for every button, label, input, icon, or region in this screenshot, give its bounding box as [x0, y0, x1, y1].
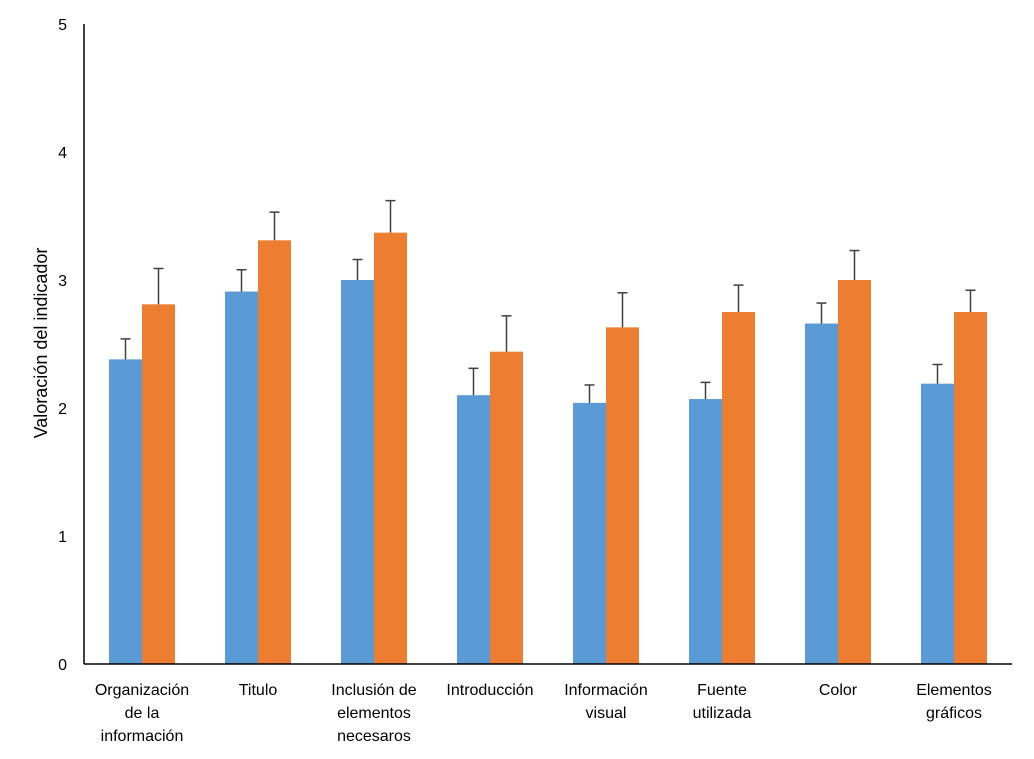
x-category-label-line: Fuente	[697, 682, 747, 699]
x-category-label: Elementos gráficos	[916, 682, 992, 722]
x-category-label: Información visual	[564, 682, 648, 722]
bar	[805, 323, 838, 664]
bar	[109, 359, 142, 664]
x-category-label-line: utilizada	[693, 705, 752, 722]
x-category-label-line: necesaros	[337, 728, 411, 745]
x-category-label-line: Organización	[95, 682, 189, 699]
bar	[374, 232, 407, 664]
x-category-label-line: información	[101, 728, 184, 745]
y-axis-label: Valoración del indicador	[31, 248, 51, 439]
bar	[722, 312, 755, 664]
x-category-label-line: de la	[125, 705, 160, 722]
bar	[921, 383, 954, 664]
x-category-label-line: gráficos	[926, 705, 982, 722]
bar	[838, 280, 871, 664]
y-tick-label: 4	[58, 145, 67, 162]
bar	[258, 240, 291, 664]
bar	[490, 351, 523, 664]
bar	[954, 312, 987, 664]
bar	[573, 402, 606, 664]
x-axis-labels: Organización de la información Titulo Inclus…	[95, 682, 992, 745]
x-category-label: Fuente utilizada	[693, 682, 752, 722]
y-tick-label: 1	[58, 529, 67, 546]
bar	[689, 399, 722, 664]
x-category-label: Introducción	[446, 682, 533, 699]
y-axis-ticks: 0 1 2 3 4 5	[58, 17, 67, 674]
x-category-label-line: Elementos	[916, 682, 992, 699]
x-category-label: Organización de la información	[95, 682, 189, 745]
plot-area	[109, 199, 987, 664]
x-category-label: Inclusión de elementos necesaros	[331, 682, 416, 745]
x-category-label: Titulo	[239, 682, 278, 699]
x-category-label-line: visual	[586, 705, 627, 722]
y-tick-label: 5	[58, 17, 67, 34]
x-category-label-line: Inclusión de	[331, 682, 416, 699]
x-category-label-line: Información	[564, 682, 648, 699]
bar	[606, 327, 639, 664]
x-category-label-line: elementos	[337, 705, 411, 722]
bar	[142, 304, 175, 664]
bar	[457, 395, 490, 664]
y-tick-label: 2	[58, 401, 67, 418]
x-category-label-line: Titulo	[239, 682, 278, 699]
x-category-label-line: Color	[819, 682, 858, 699]
bar	[341, 280, 374, 664]
y-tick-label: 3	[58, 273, 67, 290]
y-tick-label: 0	[58, 657, 67, 674]
bar	[225, 291, 258, 664]
x-category-label-line: Introducción	[446, 682, 533, 699]
x-category-label: Color	[819, 682, 858, 699]
